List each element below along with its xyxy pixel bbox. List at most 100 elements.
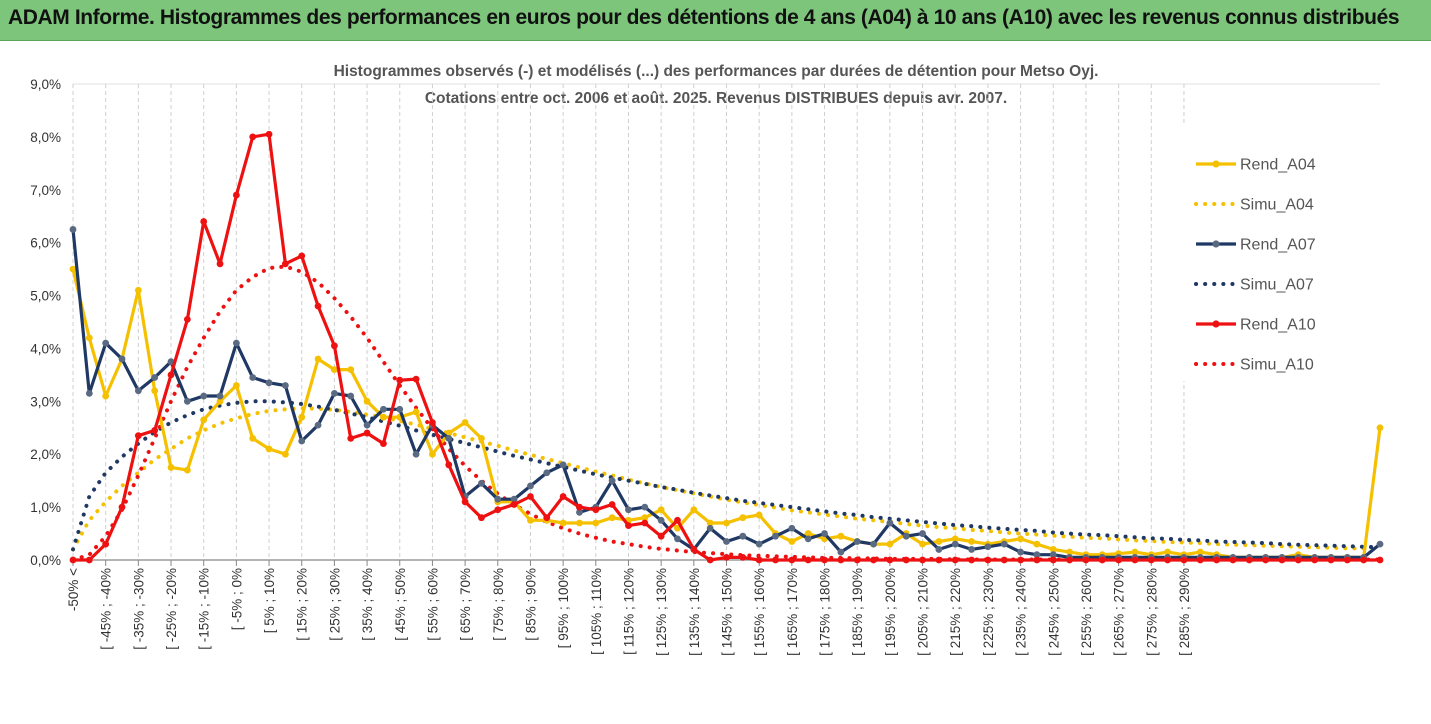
legend-marker-rend-a04 <box>1212 160 1220 168</box>
point-rend-a04 <box>723 519 730 527</box>
x-tick-label: [ -15% ; -10% <box>197 568 212 650</box>
point-rend-a07 <box>919 530 926 537</box>
series-simu-a04 <box>71 406 1382 552</box>
point-rend-a07 <box>527 482 534 490</box>
point-rend-a10 <box>984 556 992 564</box>
chart-area: Histogrammes observés (-) et modélisés (… <box>0 41 1431 719</box>
x-tick-label: [ 145% ; 150% <box>720 568 735 656</box>
point-rend-a07 <box>118 355 126 363</box>
point-rend-a07 <box>821 530 828 537</box>
legend-label-rend-a07: Rend_A07 <box>1240 237 1316 254</box>
point-rend-a04 <box>249 434 257 442</box>
x-tick-label: [ -45% ; -40% <box>99 568 114 650</box>
x-tick-label: -50% < <box>66 568 81 611</box>
point-rend-a04 <box>461 419 469 426</box>
point-rend-a10 <box>804 556 812 564</box>
x-tick-label: [ 205% ; 210% <box>916 568 931 656</box>
point-rend-a10 <box>363 429 371 437</box>
point-rend-a07 <box>347 392 355 400</box>
point-rend-a04 <box>167 464 175 471</box>
point-rend-a10 <box>543 514 551 522</box>
point-rend-a07 <box>183 397 191 405</box>
x-tick-label: [ -35% ; -30% <box>131 568 146 650</box>
legend: Rend_A04 Simu_A04 Rend_A07 Simu_A07 Rend_A10… <box>1180 126 1340 381</box>
y-tick-label: 7,0% <box>30 183 61 198</box>
point-rend-a07 <box>167 358 175 366</box>
point-rend-a07 <box>657 516 665 524</box>
point-rend-a07 <box>478 479 485 487</box>
point-rend-a10 <box>1000 556 1008 564</box>
point-rend-a04 <box>200 416 208 424</box>
x-tick-label: [ 275% ; 280% <box>1144 568 1159 656</box>
point-rend-a04 <box>380 413 387 421</box>
point-rend-a04 <box>412 408 420 416</box>
point-rend-a07 <box>412 450 420 458</box>
point-rend-a04 <box>1017 535 1024 543</box>
point-rend-a10 <box>183 315 191 323</box>
point-rend-a07 <box>1033 551 1041 559</box>
x-tick-label: [ 185% ; 190% <box>850 568 865 656</box>
point-rend-a10 <box>216 260 224 268</box>
x-tick-label: [ 195% ; 200% <box>883 568 898 656</box>
point-rend-a10 <box>935 556 943 564</box>
series-layer <box>69 130 1384 564</box>
point-rend-a10 <box>118 503 126 511</box>
point-rend-a07 <box>543 469 551 477</box>
x-tick-label: [ 65% ; 70% <box>458 568 473 641</box>
point-rend-a04 <box>690 506 698 514</box>
grid <box>72 83 1380 560</box>
point-rend-a10 <box>249 133 257 141</box>
y-tick-label: 4,0% <box>30 341 61 356</box>
x-tick-label: [ 35% ; 40% <box>360 568 375 641</box>
point-rend-a10 <box>1245 556 1253 564</box>
y-tick-label: 0,0% <box>30 553 61 568</box>
point-rend-a10 <box>1278 556 1286 564</box>
point-rend-a07 <box>870 540 877 548</box>
point-rend-a04 <box>1033 540 1041 548</box>
point-rend-a07 <box>281 382 289 389</box>
point-rend-a04 <box>347 366 355 373</box>
point-rend-a10 <box>200 218 208 225</box>
point-rend-a10 <box>1049 556 1057 564</box>
x-tick-label: [ 125% ; 130% <box>654 568 669 656</box>
point-rend-a07 <box>723 538 730 545</box>
point-rend-a10 <box>102 540 110 548</box>
point-rend-a07 <box>510 495 518 503</box>
point-rend-a10 <box>1311 556 1319 564</box>
x-tick-label: [ 25% ; 30% <box>327 568 342 641</box>
x-tick-label: [ 135% ; 140% <box>687 568 702 656</box>
point-rend-a10 <box>167 371 175 379</box>
y-axis: 0,0% 1,0% 2,0% 3,0% 4,0% 5,0% 6,0% 7,0% 8,0% 9,0% <box>30 77 61 568</box>
x-tick-label: [ 265% ; 270% <box>1112 568 1127 656</box>
point-rend-a07 <box>984 543 992 551</box>
legend-marker-rend-a07 <box>1212 240 1220 248</box>
x-tick-label: [ 175% ; 180% <box>818 568 833 656</box>
point-rend-a04 <box>608 514 616 522</box>
point-rend-a07 <box>1000 540 1008 548</box>
point-rend-a10 <box>788 556 796 564</box>
point-rend-a10 <box>853 556 861 564</box>
point-rend-a04 <box>232 382 240 389</box>
point-rend-a07 <box>298 437 306 445</box>
x-tick-label: [ 235% ; 240% <box>1014 568 1029 656</box>
point-rend-a07 <box>216 392 224 400</box>
point-rend-a04 <box>951 535 959 543</box>
x-tick-label: [ 155% ; 160% <box>752 568 767 656</box>
point-rend-a07 <box>380 405 387 413</box>
x-tick-label: [ 255% ; 260% <box>1079 568 1094 656</box>
point-rend-a04 <box>445 429 453 437</box>
point-rend-a10 <box>1066 556 1073 564</box>
legend-label-rend-a10: Rend_A10 <box>1240 317 1316 334</box>
point-rend-a10 <box>821 556 828 564</box>
point-rend-a07 <box>755 540 763 548</box>
point-rend-a04 <box>363 397 371 405</box>
point-rend-a10 <box>641 519 649 527</box>
x-tick-label: [ 45% ; 50% <box>393 568 408 641</box>
point-rend-a10 <box>625 522 632 530</box>
point-rend-a10 <box>1082 556 1090 564</box>
point-rend-a10 <box>723 553 730 561</box>
point-rend-a07 <box>804 535 812 543</box>
x-tick-label: [ 285% ; 290% <box>1177 568 1192 656</box>
point-rend-a07 <box>249 374 257 381</box>
point-rend-a10 <box>657 532 665 540</box>
